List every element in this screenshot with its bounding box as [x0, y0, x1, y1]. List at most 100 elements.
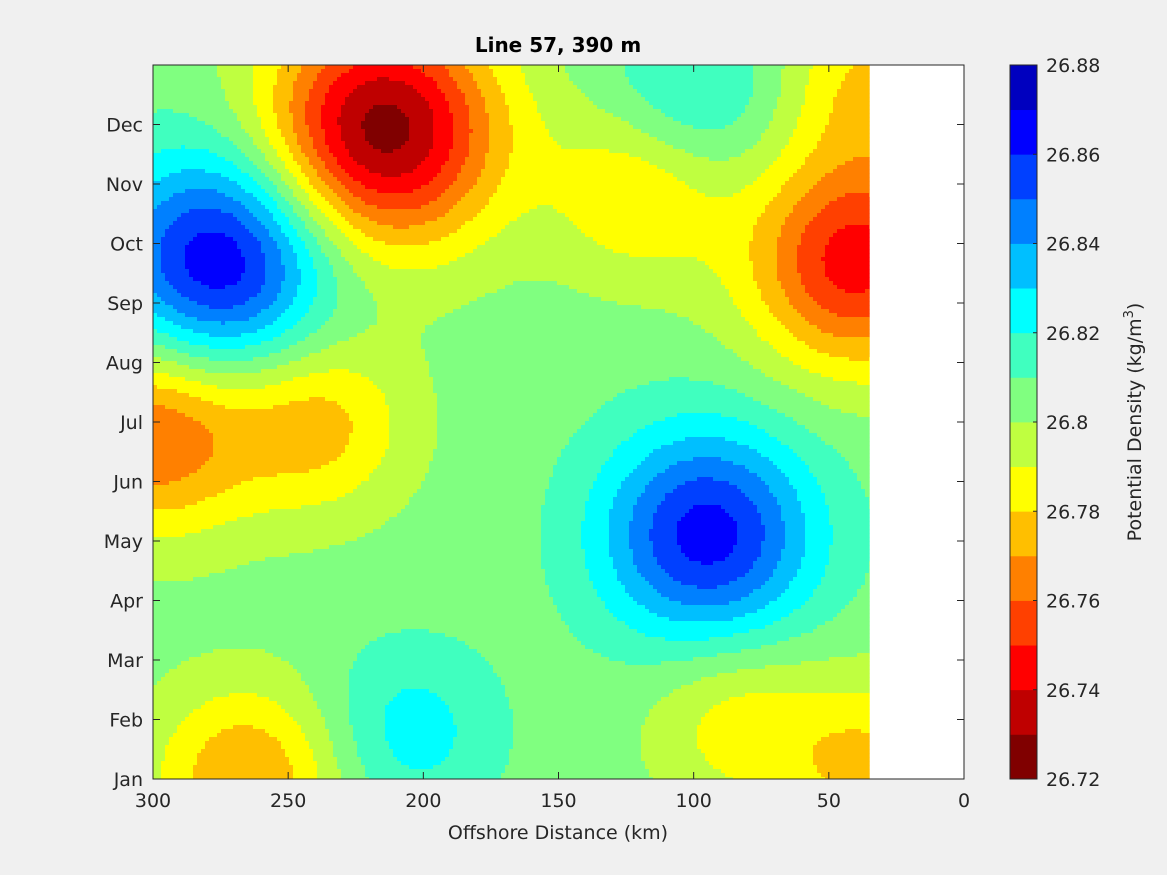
contour-cell [721, 169, 725, 173]
contour-cell [829, 65, 833, 69]
contour-cell [325, 117, 329, 121]
contour-cell [365, 145, 369, 149]
contour-cell [513, 169, 517, 173]
contour-cell [753, 117, 757, 121]
contour-cell [189, 105, 193, 109]
contour-cell [357, 145, 361, 149]
contour-cell [813, 157, 817, 161]
contour-cell [245, 101, 249, 105]
contour-cell [697, 129, 701, 133]
contour-cell [525, 89, 529, 93]
contour-cell [273, 101, 277, 105]
contour-cell [629, 133, 633, 137]
contour-cell [489, 157, 493, 161]
contour-cell [573, 89, 577, 93]
contour-cell [597, 69, 601, 73]
contour-cell [449, 81, 453, 85]
contour-cell [461, 65, 465, 69]
contour-cell [673, 105, 677, 109]
contour-cell [837, 165, 841, 169]
contour-cell [581, 165, 585, 169]
contour-cell [173, 173, 177, 177]
contour-cell [621, 73, 625, 77]
contour-cell [661, 89, 665, 93]
contour-cell [629, 137, 633, 141]
contour-cell [697, 105, 701, 109]
contour-cell [693, 105, 697, 109]
contour-cell [869, 169, 870, 173]
contour-cell [337, 105, 341, 109]
contour-cell [205, 97, 209, 101]
contour-cell [405, 149, 409, 153]
contour-cell [429, 121, 433, 125]
contour-cell [521, 77, 525, 81]
contour-cell [289, 89, 293, 93]
contour-cell [821, 97, 825, 101]
contour-cell [261, 141, 265, 145]
contour-cell [553, 165, 557, 169]
contour-cell [641, 157, 645, 161]
contour-cell [477, 137, 481, 141]
contour-cell [689, 109, 693, 113]
contour-cell [845, 157, 849, 161]
contour-cell [469, 125, 473, 129]
contour-cell [285, 101, 289, 105]
contour-cell [617, 109, 621, 113]
contour-cell [537, 109, 541, 113]
contour-cell [401, 97, 405, 101]
contour-cell [605, 121, 609, 125]
contour-cell [417, 125, 421, 129]
contour-cell [265, 149, 269, 153]
contour-cell [601, 161, 605, 165]
contour-cell [249, 141, 253, 145]
contour-cell [637, 165, 641, 169]
contour-cell [461, 89, 465, 93]
contour-cell [161, 169, 165, 173]
contour-cell [537, 77, 541, 81]
contour-cell [745, 81, 749, 85]
contour-cell [381, 145, 385, 149]
contour-cell [801, 117, 805, 121]
contour-cell [849, 157, 853, 161]
contour-cell [737, 65, 741, 69]
contour-cell [469, 89, 473, 93]
contour-cell [629, 101, 633, 105]
contour-cell [341, 81, 345, 85]
contour-cell [821, 65, 825, 69]
contour-cell [325, 113, 329, 117]
contour-cell [501, 125, 505, 129]
contour-cell [393, 161, 397, 165]
contour-cell [473, 157, 477, 161]
contour-cell [509, 169, 513, 173]
contour-cell [357, 129, 361, 133]
contour-cell [165, 133, 169, 137]
contour-cell [341, 129, 345, 133]
contour-cell [457, 109, 461, 113]
contour-cell [601, 101, 605, 105]
contour-cell [745, 121, 749, 125]
contour-cell [589, 109, 593, 113]
contour-cell [189, 129, 193, 133]
contour-cell [217, 109, 221, 113]
contour-cell [645, 65, 649, 69]
contour-cell [389, 141, 393, 145]
contour-cell [389, 77, 393, 81]
contour-cell [745, 85, 749, 89]
contour-cell [233, 121, 237, 125]
contour-cell [441, 137, 445, 141]
contour-cell [241, 69, 245, 73]
contour-cell [849, 149, 853, 153]
contour-cell [325, 165, 329, 169]
contour-cell [553, 125, 557, 129]
contour-cell [485, 117, 489, 121]
contour-cell [753, 129, 757, 133]
contour-cell [237, 73, 241, 77]
contour-cell [785, 109, 789, 113]
contour-cell [761, 89, 765, 93]
contour-cell [693, 169, 697, 173]
contour-cell [837, 69, 841, 73]
contour-cell [541, 89, 545, 93]
contour-cell [181, 69, 185, 73]
contour-cell [433, 165, 437, 169]
contour-cell [229, 89, 233, 93]
